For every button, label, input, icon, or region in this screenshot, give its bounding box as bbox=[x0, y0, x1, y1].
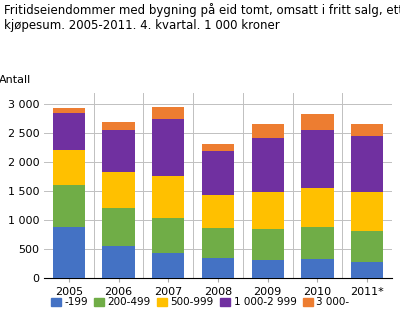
Bar bbox=[351, 124, 383, 136]
Bar bbox=[152, 253, 184, 278]
Bar bbox=[152, 107, 184, 119]
Bar bbox=[102, 208, 135, 246]
Bar bbox=[102, 122, 135, 130]
Bar bbox=[202, 258, 234, 278]
Bar bbox=[252, 229, 284, 260]
Text: Fritidseiendommer med bygning på eid tomt, omsatt i fritt salg, etter
kjøpesum. : Fritidseiendommer med bygning på eid tom… bbox=[4, 3, 400, 32]
Bar bbox=[351, 231, 383, 262]
Bar bbox=[152, 119, 184, 176]
Bar bbox=[202, 228, 234, 258]
Bar bbox=[53, 227, 85, 278]
Bar bbox=[53, 113, 85, 150]
Bar bbox=[252, 138, 284, 192]
Bar bbox=[301, 114, 334, 130]
Bar bbox=[202, 196, 234, 228]
Bar bbox=[102, 172, 135, 208]
Bar bbox=[252, 260, 284, 278]
Bar bbox=[202, 144, 234, 151]
Bar bbox=[202, 151, 234, 196]
Bar bbox=[301, 259, 334, 278]
Bar bbox=[252, 192, 284, 229]
Bar bbox=[301, 130, 334, 188]
Bar bbox=[351, 136, 383, 192]
Bar bbox=[152, 218, 184, 253]
Bar bbox=[102, 130, 135, 172]
Bar bbox=[102, 246, 135, 278]
Legend: -199, 200-499, 500-999, 1 000-2 999, 3 000-: -199, 200-499, 500-999, 1 000-2 999, 3 0… bbox=[46, 293, 354, 312]
Bar bbox=[301, 188, 334, 227]
Bar bbox=[351, 262, 383, 278]
Bar bbox=[53, 185, 85, 227]
Text: Antall: Antall bbox=[0, 76, 31, 85]
Bar bbox=[252, 124, 284, 138]
Bar bbox=[53, 150, 85, 185]
Bar bbox=[301, 227, 334, 259]
Bar bbox=[152, 176, 184, 218]
Bar bbox=[351, 192, 383, 231]
Bar bbox=[53, 108, 85, 113]
